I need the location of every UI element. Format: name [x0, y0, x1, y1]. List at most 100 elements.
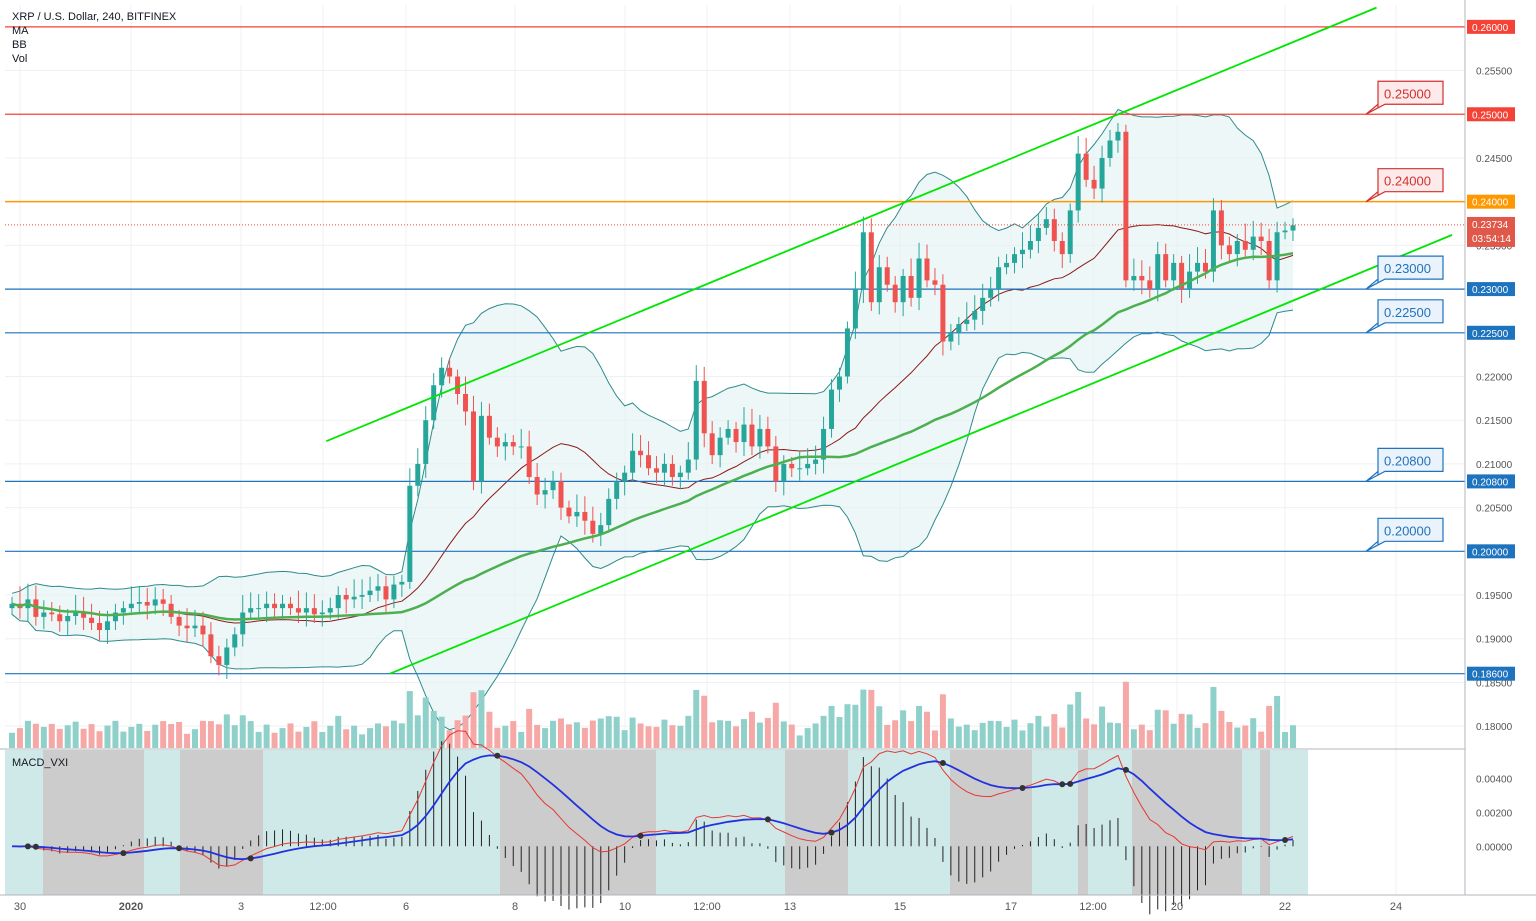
- candle-body: [1012, 254, 1018, 263]
- volume-bar: [1250, 718, 1257, 748]
- volume-bar: [637, 723, 644, 748]
- volume-bar: [112, 720, 119, 748]
- volume-bar: [836, 717, 843, 748]
- volume-bar: [446, 730, 453, 748]
- indicator-vol[interactable]: Vol: [12, 53, 28, 65]
- candle-body: [948, 332, 954, 342]
- candle-body: [1043, 219, 1049, 228]
- moving-average-line: [11, 251, 1294, 621]
- volume-bar: [303, 726, 310, 748]
- candle-body: [765, 428, 771, 447]
- volume-bar: [868, 689, 875, 748]
- candle-body: [805, 463, 811, 469]
- callout-box: [1365, 168, 1444, 203]
- candle-body: [797, 468, 803, 470]
- volume-bar: [955, 726, 962, 748]
- volume-bar: [1274, 696, 1281, 748]
- volume-bar: [526, 708, 533, 748]
- candle-body: [1242, 241, 1248, 250]
- candle-body: [1195, 262, 1201, 272]
- candle-body: [407, 485, 413, 582]
- volume-bar: [9, 732, 15, 748]
- volume-bar: [478, 690, 485, 748]
- volume-bar: [534, 724, 541, 748]
- candle-body: [813, 459, 819, 464]
- symbol-title[interactable]: XRP / U.S. Dollar, 240, BITFINEX: [12, 11, 177, 23]
- volume-bar: [725, 720, 732, 748]
- candle-body: [534, 477, 540, 495]
- volume-bar: [414, 715, 421, 748]
- candle-body: [1051, 219, 1057, 242]
- candle-body: [112, 612, 118, 622]
- candle-body: [1067, 210, 1073, 255]
- candle-body: [1282, 230, 1288, 233]
- volume-bar: [1234, 727, 1241, 748]
- candle-body: [566, 507, 572, 517]
- volume-bar: [748, 711, 755, 748]
- time-axis-tick: 17: [1005, 901, 1017, 913]
- level-badge-text: 0.25000: [1472, 110, 1509, 121]
- indicator-ma[interactable]: MA: [12, 25, 29, 37]
- volume-bar: [645, 726, 652, 748]
- volume-bar: [367, 728, 374, 748]
- candle-body: [208, 634, 214, 657]
- volume-bar: [1194, 727, 1201, 748]
- volume-bar: [518, 731, 525, 748]
- callout-box: [1365, 447, 1444, 482]
- volume-bar: [160, 721, 167, 748]
- bollinger-basis: [11, 224, 1294, 624]
- candle-body: [622, 472, 628, 482]
- candle-body: [693, 380, 699, 460]
- macd-shade-band: [43, 750, 144, 895]
- current-price-text: 0.23734: [1472, 220, 1509, 231]
- volume-bar: [1290, 725, 1296, 748]
- price-callout-0.20800: 0.20800: [1365, 447, 1444, 482]
- candle-body: [224, 647, 230, 665]
- candle-body: [176, 616, 182, 626]
- volume-bar: [239, 715, 246, 748]
- candle-body: [669, 463, 675, 478]
- candle-body: [1234, 241, 1240, 255]
- volume-bar: [939, 694, 946, 748]
- volume-bar: [359, 734, 366, 748]
- volume-bar: [1003, 726, 1010, 748]
- volume-bar: [319, 732, 326, 748]
- candle-body: [383, 586, 389, 600]
- candle-body: [264, 603, 270, 609]
- candle-body: [582, 511, 588, 521]
- macd-indicator-label[interactable]: MACD_VXI: [12, 757, 69, 769]
- volume-bar: [502, 725, 509, 748]
- macd-cross-marker: [1059, 781, 1066, 788]
- candle-body: [1226, 245, 1232, 255]
- candle-body: [9, 603, 15, 609]
- time-axis-tick: 10: [619, 901, 631, 913]
- candle-body: [104, 621, 110, 630]
- candle-body: [908, 275, 914, 298]
- level-badge: [1467, 19, 1515, 34]
- volume-bar: [947, 718, 954, 748]
- candle-body: [41, 612, 47, 617]
- volume-bar: [1027, 723, 1034, 748]
- price-axis-tick: 0.24500: [1476, 154, 1513, 165]
- candle-body: [964, 319, 970, 325]
- volume-bar: [1170, 723, 1177, 748]
- volume-bar: [764, 717, 771, 748]
- level-badge-text: 0.20800: [1472, 477, 1509, 488]
- volume-bar: [207, 721, 214, 748]
- volume-bar: [629, 717, 636, 748]
- volume-bar: [120, 731, 127, 748]
- volume-bar: [510, 721, 517, 748]
- candle-body: [1091, 179, 1097, 189]
- callout-text: 0.20800: [1384, 453, 1431, 468]
- candle-body: [335, 595, 341, 609]
- time-axis-tick: 13: [784, 901, 796, 913]
- volume-bar: [406, 691, 413, 748]
- macd-pane: [5, 750, 1308, 895]
- volume-bar: [812, 723, 819, 748]
- volume-bar: [780, 721, 787, 748]
- candle-body: [988, 289, 994, 298]
- indicator-bb[interactable]: BB: [12, 39, 27, 51]
- price-axis-tick: 0.18000: [1476, 722, 1513, 733]
- callout-box: [1365, 255, 1444, 290]
